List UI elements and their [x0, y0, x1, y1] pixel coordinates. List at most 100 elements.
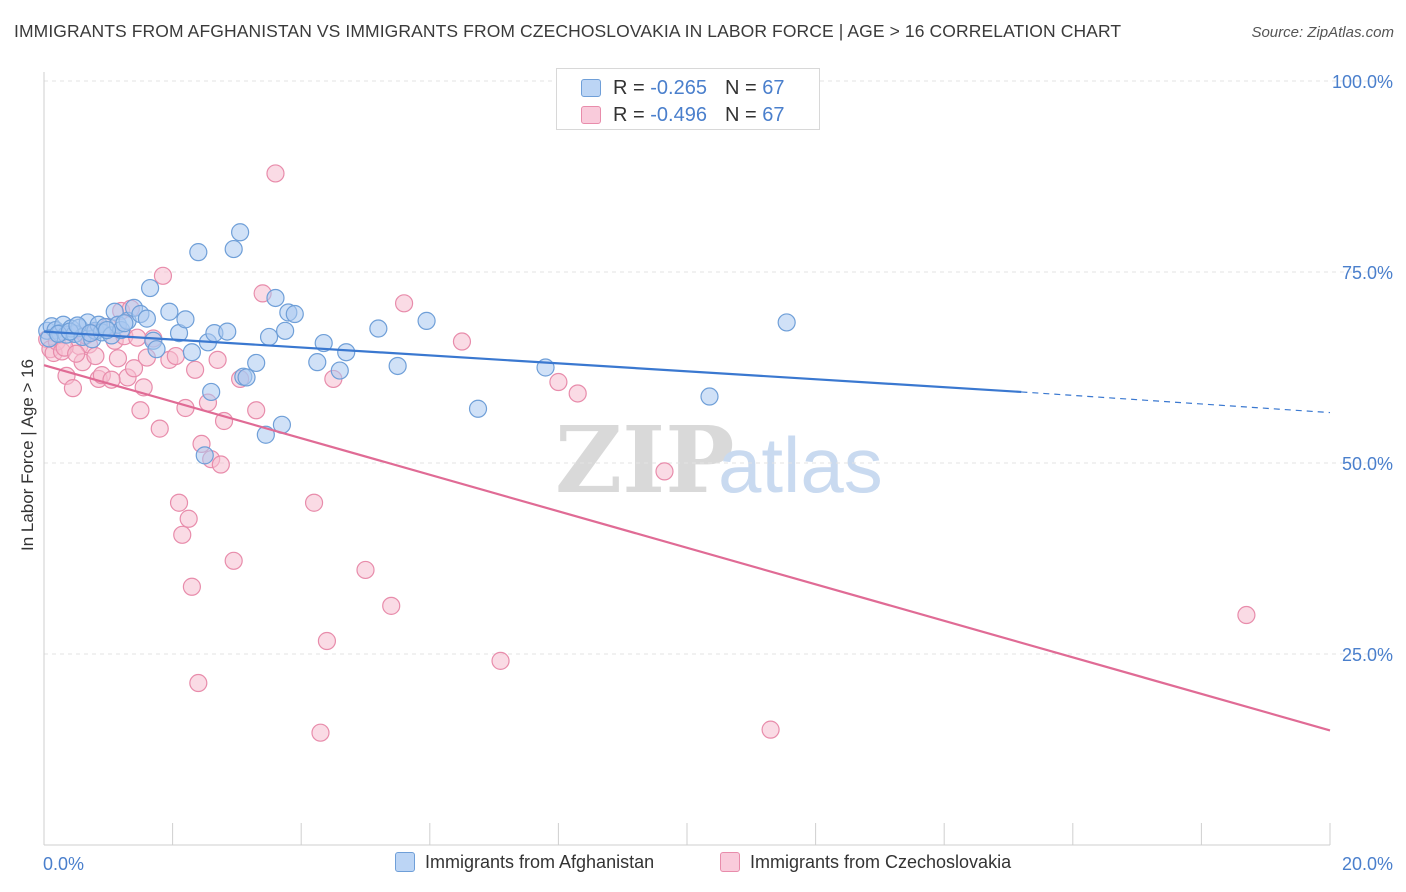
legend-label-afghanistan: Immigrants from Afghanistan: [425, 852, 655, 872]
data-point-czechoslovakia: [311, 723, 330, 742]
chart-title: IMMIGRANTS FROM AFGHANISTAN VS IMMIGRANT…: [14, 21, 1122, 41]
data-point-czechoslovakia: [304, 493, 324, 512]
data-point-czechoslovakia: [1237, 605, 1256, 625]
legend-item-afghanistan[interactable]: Immigrants from Afghanistan: [395, 852, 654, 873]
data-point-czechoslovakia: [356, 560, 375, 580]
r-value: -0.265: [650, 77, 707, 99]
legend-swatch-afghanistan: [581, 79, 601, 97]
data-point-afghanistan: [247, 353, 266, 373]
data-point-czechoslovakia: [179, 509, 198, 528]
y-axis-label: In Labor Force | Age > 16: [18, 358, 37, 552]
y-tick-label: 75.0%: [1342, 263, 1393, 283]
data-point-czechoslovakia: [86, 346, 105, 366]
data-point-afghanistan: [176, 310, 195, 329]
watermark-atlas: atlas: [718, 421, 883, 509]
data-point-czechoslovakia: [394, 294, 414, 313]
data-point-afghanistan: [276, 321, 295, 340]
data-point-czechoslovakia: [568, 384, 587, 403]
data-point-czechoslovakia: [63, 379, 83, 398]
data-point-czechoslovakia: [208, 350, 227, 369]
data-point-afghanistan: [195, 446, 214, 465]
tick-labels: 25.0% 50.0% 75.0% 100.0% 0.0% 20.0%: [43, 72, 1393, 874]
data-point-afghanistan: [182, 343, 201, 362]
r-label: R =: [613, 104, 651, 126]
data-point-czechoslovakia: [153, 266, 173, 285]
n-value: 67: [762, 104, 785, 126]
trend-line-afghanistan: [43, 330, 1022, 394]
data-point-afghanistan: [237, 368, 256, 387]
data-point-czechoslovakia: [124, 359, 144, 378]
data-point-afghanistan: [468, 399, 488, 418]
legend-item-czechoslovakia[interactable]: Immigrants from Czechoslovakia: [720, 852, 1011, 873]
y-tick-label: 100.0%: [1332, 72, 1393, 92]
data-point-afghanistan: [259, 327, 279, 347]
data-point-afghanistan: [369, 319, 388, 338]
legend-swatch-afghanistan: [395, 852, 415, 872]
data-point-czechoslovakia: [182, 577, 201, 596]
data-point-afghanistan: [285, 304, 304, 324]
data-point-afghanistan: [224, 239, 243, 259]
data-point-afghanistan: [700, 387, 719, 406]
data-point-czechoslovakia: [189, 673, 208, 693]
data-point-czechoslovakia: [173, 525, 192, 544]
data-point-afghanistan: [388, 356, 407, 376]
data-point-czechoslovakia: [166, 346, 185, 366]
data-point-czechoslovakia: [131, 401, 150, 420]
data-point-czechoslovakia: [186, 360, 205, 379]
data-point-afghanistan: [777, 313, 796, 332]
data-point-czechoslovakia: [452, 332, 472, 351]
series-legend: Immigrants from Afghanistan Immigrants f…: [0, 852, 1406, 878]
series-afghanistan: [38, 223, 796, 465]
n-label: N =: [724, 77, 763, 99]
data-point-czechoslovakia: [224, 551, 243, 570]
data-point-afghanistan: [140, 278, 160, 298]
source-label: Source: ZipAtlas.com: [1251, 24, 1394, 41]
trend-line-afghanistan-extension: [1021, 391, 1331, 414]
data-point-afghanistan: [314, 333, 333, 353]
x-tick-label: 20.0%: [1342, 854, 1393, 874]
data-point-afghanistan: [266, 288, 285, 308]
y-tick-label: 25.0%: [1342, 645, 1393, 665]
trend-line-czechoslovakia: [43, 364, 1331, 732]
data-point-afghanistan: [160, 302, 179, 321]
data-point-czechoslovakia: [67, 344, 86, 363]
data-point-afghanistan: [147, 340, 166, 359]
legend-swatch-czechoslovakia: [720, 852, 740, 872]
x-tick-label: 0.0%: [43, 854, 84, 874]
data-point-czechoslovakia: [247, 401, 266, 420]
data-point-czechoslovakia: [549, 372, 568, 392]
data-point-afghanistan: [330, 361, 349, 380]
data-point-afghanistan: [337, 343, 356, 362]
r-value: -0.496: [650, 104, 707, 126]
data-point-afghanistan: [189, 243, 208, 262]
data-point-czechoslovakia: [491, 651, 510, 670]
data-point-afghanistan: [218, 322, 237, 341]
legend-swatch-czechoslovakia: [581, 106, 601, 124]
data-point-czechoslovakia: [150, 419, 169, 438]
data-point-czechoslovakia: [655, 462, 674, 481]
data-point-afghanistan: [231, 223, 250, 242]
y-tick-label: 50.0%: [1342, 454, 1393, 474]
legend-row-afghanistan: R = -0.265 N = 67: [581, 77, 784, 99]
data-point-afghanistan: [417, 311, 436, 330]
r-label: R =: [613, 77, 651, 99]
correlation-legend: R = -0.265 N = 67 R = -0.496 N = 67: [556, 68, 820, 130]
data-point-afghanistan: [308, 353, 327, 372]
grid: [44, 80, 1390, 655]
n-label: N =: [724, 104, 763, 126]
legend-label-czechoslovakia: Immigrants from Czechoslovakia: [750, 852, 1012, 872]
data-point-czechoslovakia: [761, 720, 780, 739]
trend-lines: [43, 330, 1331, 732]
data-point-czechoslovakia: [108, 349, 128, 368]
n-value: 67: [762, 77, 785, 99]
data-point-czechoslovakia: [266, 164, 285, 183]
data-point-czechoslovakia: [169, 493, 189, 512]
watermark-zip: ZIP: [555, 406, 734, 514]
data-point-afghanistan: [202, 382, 221, 402]
data-point-czechoslovakia: [382, 596, 401, 615]
data-point-afghanistan: [137, 309, 156, 328]
axes: [43, 72, 1331, 846]
data-point-czechoslovakia: [211, 455, 230, 474]
